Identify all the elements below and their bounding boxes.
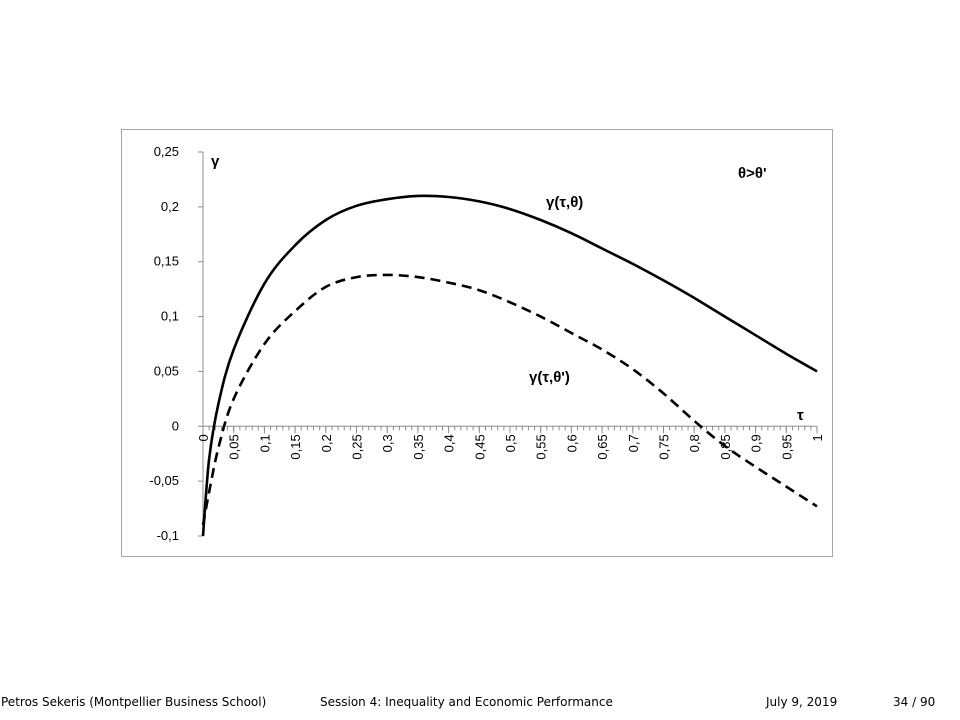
y-tick-label: 0,2 — [161, 199, 179, 214]
y-tick-label: 0,15 — [154, 254, 179, 269]
y-tick-label: 0,05 — [154, 363, 179, 378]
x-tick-label: 0,8 — [687, 434, 702, 452]
slide-footer: Petros Sekeris (Montpellier Business Sch… — [0, 690, 960, 720]
y-axis-label: γ — [211, 153, 220, 170]
x-axis-label: τ — [797, 407, 804, 424]
footer-author: Petros Sekeris (Montpellier Business Sch… — [1, 695, 267, 709]
series-line-gamma-theta-prime — [201, 273, 818, 526]
y-tick-label: 0,1 — [161, 309, 179, 324]
x-tick-label: 0 — [196, 434, 211, 441]
x-tick-label: 0,65 — [595, 434, 610, 459]
footer-page: 34 / 90 — [893, 695, 936, 709]
x-tick-label: 0,9 — [749, 434, 764, 452]
x-tick-label: 0,35 — [411, 434, 426, 459]
annotation-theta-comparison: θ>θ' — [738, 165, 767, 182]
x-tick-label: 0,5 — [503, 434, 518, 452]
x-tick-label: 0,3 — [380, 434, 395, 452]
x-tick-label: 0,45 — [472, 434, 487, 459]
x-tick-label: 0,55 — [534, 434, 549, 459]
x-tick-label: 0,25 — [350, 434, 365, 459]
x-tick-label: 0,95 — [779, 434, 794, 459]
footer-date: July 9, 2019 — [766, 695, 838, 709]
x-tick-label: 0,15 — [288, 434, 303, 459]
x-tick-label: 0,2 — [319, 434, 334, 452]
chart-frame: 0,25 0,2 0,15 0,1 0,05 0 -0,05 -0,1 0 0,05 0,1 0,15… — [121, 129, 833, 557]
x-tick-label: 0,1 — [257, 434, 272, 452]
chart-svg: 0,25 0,2 0,15 0,1 0,05 0 -0,05 -0,1 0 0,05 0,1 0,15… — [149, 144, 825, 543]
y-tick-label: -0,1 — [157, 528, 179, 543]
y-tick-label: 0 — [172, 418, 179, 433]
series-label-gamma-theta: γ(τ,θ) — [546, 194, 583, 211]
x-tick-label: 0,6 — [564, 434, 579, 452]
x-tick-label: 0,05 — [227, 434, 242, 459]
y-tick-label: 0,25 — [154, 144, 179, 159]
x-tick-label: 0,85 — [718, 434, 733, 459]
x-tick-label: 0,4 — [442, 434, 457, 452]
y-tick-label: -0,05 — [149, 473, 179, 488]
footer-title: Session 4: Inequality and Economic Perfo… — [320, 695, 613, 709]
x-tick-label: 0,75 — [657, 434, 672, 459]
x-tick-label: 1 — [810, 434, 825, 441]
x-tick-label: 0,7 — [626, 434, 641, 452]
series-label-gamma-theta-prime: γ(τ,θ') — [529, 369, 570, 386]
series-line-gamma-theta — [201, 194, 818, 537]
